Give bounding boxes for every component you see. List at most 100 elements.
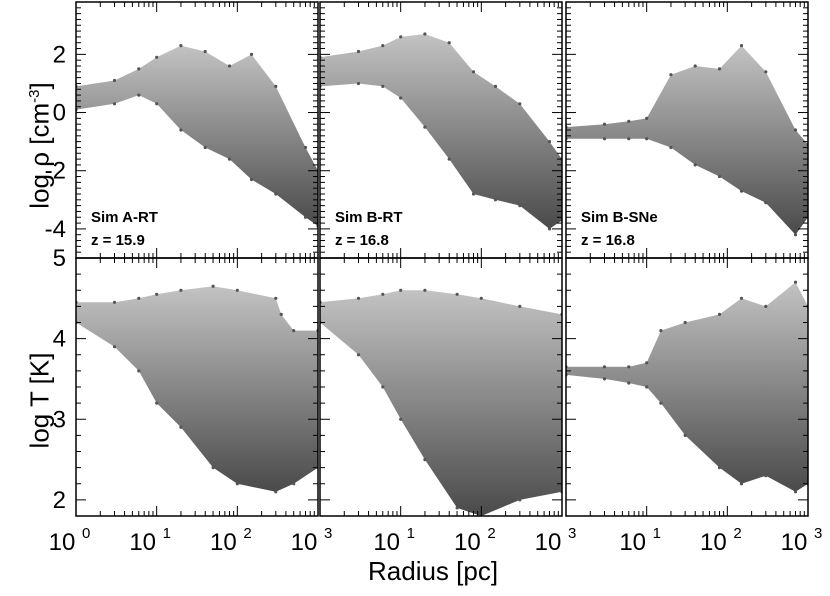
data-point (471, 70, 476, 74)
data-point (627, 381, 631, 385)
data-point (645, 385, 649, 389)
data-point (669, 73, 673, 77)
data-point (203, 145, 207, 150)
data-cloud-series-1 (566, 282, 808, 492)
data-point (381, 385, 385, 389)
y-tick-label: 5 (53, 245, 66, 272)
data-point (155, 102, 159, 106)
panel-label-redshift: z = 16.8 (581, 232, 635, 249)
data-cloud-series-1 (76, 286, 318, 492)
data-point (493, 84, 498, 88)
x-tick-label: 10 (535, 529, 562, 556)
data-point (793, 233, 798, 237)
data-point (112, 78, 117, 83)
data-point (547, 140, 552, 144)
data-point (274, 490, 278, 494)
data-point (274, 84, 278, 88)
panel-6: 10 1 10 2 10 3 (565, 257, 822, 556)
y-tick-label: 2 (53, 487, 66, 514)
data-cloud-series-1 (320, 290, 562, 516)
data-point (179, 425, 183, 429)
x-tick-exponent: 1 (407, 525, 415, 542)
data-point (356, 353, 361, 357)
data-point (547, 227, 552, 231)
data-point (211, 284, 215, 288)
data-point (717, 174, 722, 179)
data-point (279, 312, 283, 316)
data-point (155, 401, 159, 405)
x-axis-label: Radius [pc] (368, 556, 499, 586)
data-point (235, 482, 239, 486)
data-point (381, 292, 385, 296)
x-tick-exponent: 1 (163, 525, 171, 542)
data-point (602, 122, 607, 126)
data-point (717, 67, 722, 71)
data-point (235, 288, 239, 292)
data-point (739, 189, 744, 193)
y-tick-label: -4 (45, 216, 66, 243)
x-tick-exponent: 3 (324, 525, 332, 542)
data-point (303, 145, 308, 150)
data-point (602, 377, 607, 381)
data-point (137, 369, 141, 373)
data-point (739, 44, 744, 48)
data-point (471, 192, 476, 196)
data-point (764, 201, 768, 205)
data-point (381, 84, 385, 88)
data-point (381, 44, 385, 48)
data-point (602, 365, 607, 369)
data-point (423, 125, 427, 129)
data-point (399, 417, 403, 421)
data-point (518, 102, 522, 106)
data-point (518, 304, 522, 308)
data-point (292, 482, 296, 486)
x-tick-label: 10 (454, 529, 481, 556)
data-point (518, 204, 522, 208)
y-tick-label: 3 (53, 406, 66, 433)
data-point (447, 157, 451, 161)
data-point (717, 466, 722, 470)
panel-label-redshift: z = 16.8 (335, 232, 389, 249)
y-tick-label: 4 (53, 326, 66, 353)
data-point (179, 288, 183, 292)
data-point (227, 157, 232, 161)
x-tick-label: 10 (210, 529, 237, 556)
panel-2: Sim B-RT z = 16.8 (319, 1, 563, 259)
data-cloud-series-1 (320, 34, 562, 229)
data-point (112, 102, 117, 106)
data-point (137, 93, 141, 97)
data-point (793, 490, 798, 494)
data-point (683, 320, 687, 325)
y-axis-label-bottom: log T [K] (24, 352, 55, 449)
data-point (627, 119, 631, 123)
data-point (764, 304, 768, 308)
data-cloud-series-1 (566, 45, 808, 235)
data-point (717, 312, 722, 316)
data-point (645, 137, 649, 141)
data-point (518, 498, 522, 502)
data-point (399, 35, 403, 39)
panel-4: 5 4 3 2 10 0 10 1 10 2 10 3 (49, 245, 333, 556)
data-point (627, 137, 631, 141)
data-point (455, 506, 459, 510)
data-point (356, 296, 361, 300)
x-tick-label: 10 (619, 529, 646, 556)
data-point (479, 296, 483, 300)
data-point (112, 345, 117, 349)
y-tick-label: 2 (53, 41, 66, 68)
data-point (455, 292, 459, 296)
data-point (659, 329, 663, 333)
data-point (356, 81, 361, 86)
data-point (493, 198, 498, 202)
data-point (112, 300, 117, 304)
data-point (227, 64, 232, 68)
data-point (249, 52, 254, 57)
data-point (683, 433, 687, 437)
data-point (399, 288, 403, 292)
data-point (155, 55, 159, 59)
y-tick-label: 0 (53, 100, 66, 127)
data-point (303, 215, 308, 219)
data-point (249, 177, 254, 182)
